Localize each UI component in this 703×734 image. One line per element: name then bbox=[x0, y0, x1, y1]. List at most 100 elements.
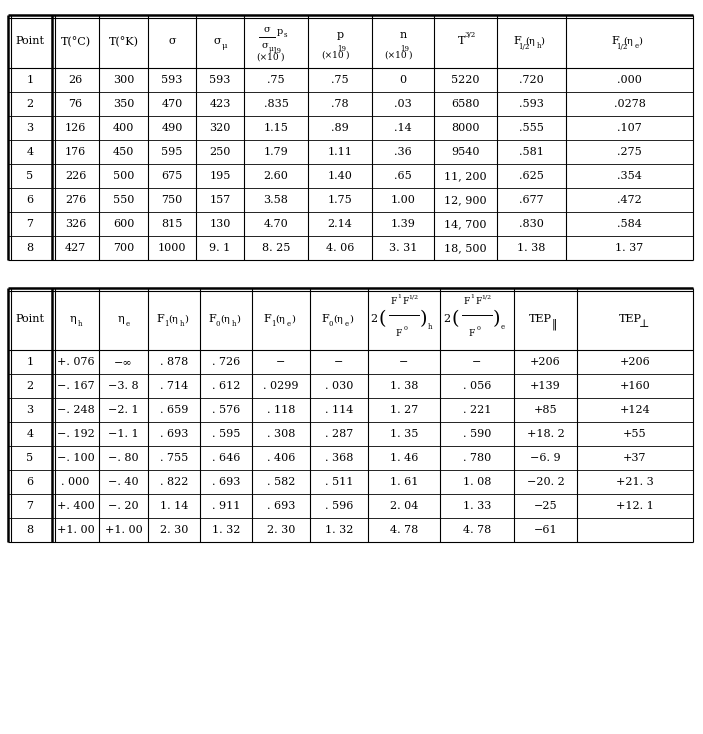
Text: −: − bbox=[399, 357, 408, 367]
Text: Point: Point bbox=[15, 37, 44, 46]
Text: −2. 1: −2. 1 bbox=[108, 405, 138, 415]
Text: 1.15: 1.15 bbox=[264, 123, 288, 133]
Text: σ: σ bbox=[168, 37, 176, 46]
Text: 3: 3 bbox=[27, 123, 34, 133]
Text: 8: 8 bbox=[27, 243, 34, 253]
Text: 0: 0 bbox=[477, 327, 481, 332]
Text: .75: .75 bbox=[267, 75, 285, 85]
Text: ): ) bbox=[419, 310, 427, 328]
Text: 750: 750 bbox=[162, 195, 183, 205]
Text: Point: Point bbox=[15, 314, 44, 324]
Text: F: F bbox=[469, 329, 475, 338]
Text: . 596: . 596 bbox=[325, 501, 353, 511]
Text: 2: 2 bbox=[370, 314, 378, 324]
Text: 19: 19 bbox=[273, 47, 281, 55]
Text: −. 40: −. 40 bbox=[108, 477, 138, 487]
Text: 1. 35: 1. 35 bbox=[389, 429, 418, 439]
Text: −. 248: −. 248 bbox=[57, 405, 94, 415]
Text: .625: .625 bbox=[519, 171, 544, 181]
Text: 8. 25: 8. 25 bbox=[262, 243, 290, 253]
Text: 176: 176 bbox=[65, 147, 86, 157]
Text: +55: +55 bbox=[623, 429, 647, 439]
Text: ): ) bbox=[236, 314, 240, 324]
Text: . 287: . 287 bbox=[325, 429, 353, 439]
Text: h: h bbox=[536, 43, 541, 51]
Text: T(°K): T(°K) bbox=[108, 36, 138, 47]
Text: +. 076: +. 076 bbox=[57, 357, 94, 367]
Text: (η: (η bbox=[526, 37, 536, 46]
Text: 1.40: 1.40 bbox=[328, 171, 352, 181]
Text: . 118: . 118 bbox=[267, 405, 295, 415]
Text: 1/2: 1/2 bbox=[616, 43, 627, 51]
Text: ): ) bbox=[492, 310, 500, 328]
Text: n: n bbox=[399, 30, 406, 40]
Text: −. 192: −. 192 bbox=[57, 429, 94, 439]
Text: (η: (η bbox=[275, 314, 285, 324]
Text: . 646: . 646 bbox=[212, 453, 240, 463]
Text: 2. 30: 2. 30 bbox=[160, 525, 188, 535]
Text: F: F bbox=[476, 297, 482, 305]
Text: (×10: (×10 bbox=[385, 51, 407, 59]
Text: .830: .830 bbox=[519, 219, 544, 229]
Text: 1: 1 bbox=[397, 294, 401, 299]
Text: 675: 675 bbox=[162, 171, 183, 181]
Text: 1.79: 1.79 bbox=[264, 147, 288, 157]
Text: .581: .581 bbox=[519, 147, 544, 157]
Text: −. 100: −. 100 bbox=[57, 453, 94, 463]
Text: 815: 815 bbox=[161, 219, 183, 229]
Text: +21. 3: +21. 3 bbox=[616, 477, 654, 487]
Text: TEP: TEP bbox=[619, 314, 642, 324]
Text: 250: 250 bbox=[209, 147, 231, 157]
Text: 1/2: 1/2 bbox=[408, 294, 418, 299]
Text: .75: .75 bbox=[331, 75, 349, 85]
Text: 1. 27: 1. 27 bbox=[390, 405, 418, 415]
Text: . 590: . 590 bbox=[463, 429, 491, 439]
Text: (: ( bbox=[451, 310, 459, 328]
Text: −∞: −∞ bbox=[114, 357, 133, 367]
Text: 5: 5 bbox=[27, 171, 34, 181]
Text: −: − bbox=[276, 357, 285, 367]
Text: 8: 8 bbox=[27, 525, 34, 535]
Text: ): ) bbox=[291, 314, 295, 324]
Text: 19: 19 bbox=[337, 45, 347, 53]
Text: 1. 08: 1. 08 bbox=[463, 477, 491, 487]
Text: (×10: (×10 bbox=[322, 51, 344, 59]
Text: 195: 195 bbox=[209, 171, 231, 181]
Text: 3: 3 bbox=[27, 405, 34, 415]
Text: . 056: . 056 bbox=[463, 381, 491, 391]
Text: . 693: . 693 bbox=[267, 501, 295, 511]
Text: . 511: . 511 bbox=[325, 477, 353, 487]
Text: 2.14: 2.14 bbox=[328, 219, 352, 229]
Text: . 693: . 693 bbox=[212, 477, 240, 487]
Text: 8000: 8000 bbox=[451, 123, 479, 133]
Text: η: η bbox=[69, 314, 76, 324]
Text: 4. 78: 4. 78 bbox=[463, 525, 491, 535]
Text: 1. 33: 1. 33 bbox=[463, 501, 491, 511]
Text: .720: .720 bbox=[519, 75, 544, 85]
Text: e: e bbox=[501, 323, 505, 331]
Text: 450: 450 bbox=[112, 147, 134, 157]
Text: F: F bbox=[263, 314, 271, 324]
Text: . 114: . 114 bbox=[325, 405, 353, 415]
Text: 226: 226 bbox=[65, 171, 86, 181]
Text: . 911: . 911 bbox=[212, 501, 240, 511]
Text: 593: 593 bbox=[209, 75, 231, 85]
Text: . 755: . 755 bbox=[160, 453, 188, 463]
Text: 320: 320 bbox=[209, 123, 231, 133]
Text: −6. 9: −6. 9 bbox=[530, 453, 561, 463]
Text: F: F bbox=[321, 314, 329, 324]
Text: +18. 2: +18. 2 bbox=[527, 429, 565, 439]
Text: −3. 8: −3. 8 bbox=[108, 381, 138, 391]
Text: 470: 470 bbox=[162, 99, 183, 109]
Text: TEP: TEP bbox=[529, 314, 552, 324]
Text: −. 167: −. 167 bbox=[57, 381, 94, 391]
Text: .78: .78 bbox=[331, 99, 349, 109]
Text: . 612: . 612 bbox=[212, 381, 240, 391]
Text: 1. 32: 1. 32 bbox=[325, 525, 353, 535]
Text: σ: σ bbox=[264, 26, 271, 34]
Text: e: e bbox=[125, 320, 129, 328]
Text: h: h bbox=[232, 320, 236, 328]
Text: .593: .593 bbox=[519, 99, 544, 109]
Text: +1. 00: +1. 00 bbox=[57, 525, 94, 535]
Text: 0: 0 bbox=[216, 320, 220, 328]
